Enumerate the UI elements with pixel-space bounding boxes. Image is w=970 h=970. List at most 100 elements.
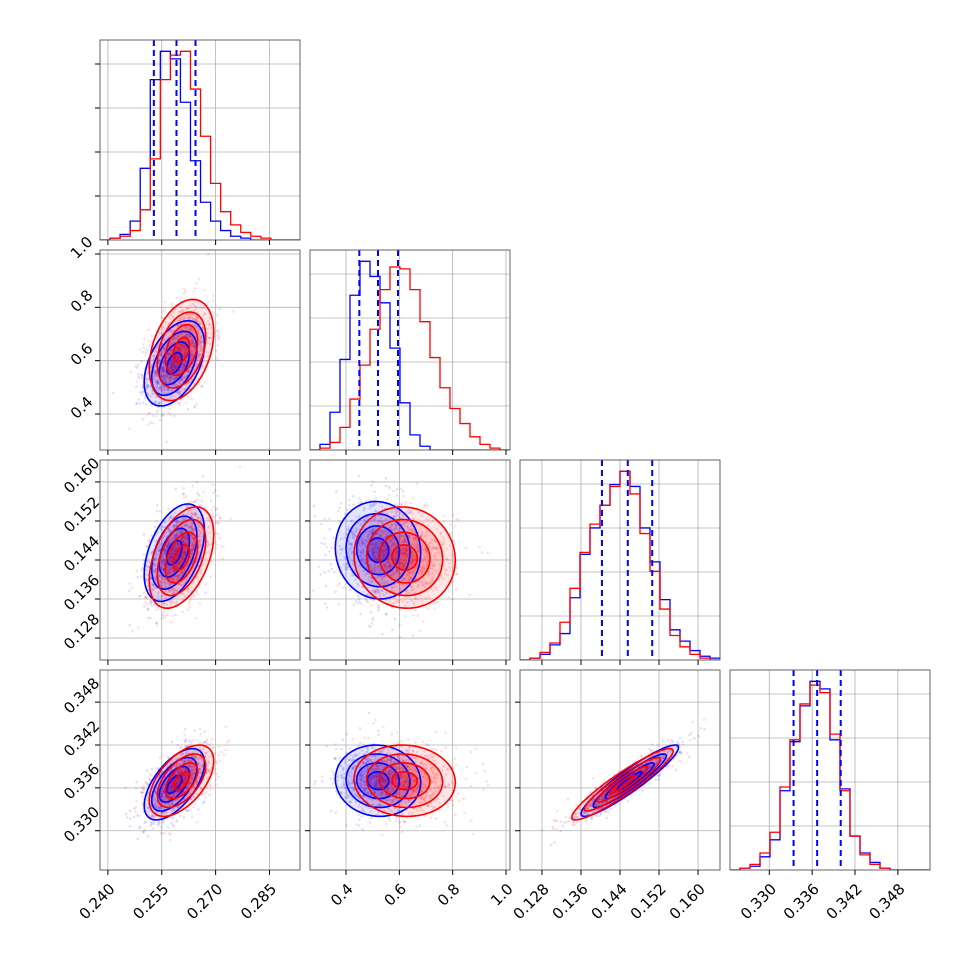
scatter-point [173, 575, 177, 578]
scatter-point [191, 302, 195, 306]
scatter-point [142, 784, 146, 788]
scatter-point [218, 517, 222, 520]
scatter-point [148, 344, 151, 347]
scatter-point [172, 569, 175, 572]
scatter-point [357, 597, 361, 600]
scatter-point [167, 388, 171, 392]
scatter-point [161, 559, 165, 562]
scatter-point [179, 305, 183, 309]
scatter-point [147, 539, 151, 543]
scatter-point [190, 549, 194, 552]
scatter-point [155, 621, 158, 625]
scatter-point [421, 620, 425, 623]
scatter-point [183, 545, 186, 548]
scatter-point [197, 525, 200, 528]
scatter-point [199, 342, 202, 346]
scatter-point [161, 368, 165, 372]
scatter-point [168, 560, 172, 564]
scatter-point [169, 602, 172, 606]
scatter-point [181, 492, 185, 496]
scatter-point [350, 571, 354, 575]
scatter-point [144, 402, 148, 406]
scatter-point [169, 578, 173, 581]
scatter-point [165, 544, 168, 548]
scatter-point [161, 560, 164, 564]
scatter-point [151, 414, 155, 418]
scatter-point [455, 566, 458, 569]
scatter-point [175, 562, 179, 565]
scatter-point [137, 377, 141, 380]
scatter-point [191, 544, 194, 548]
scatter-point [391, 628, 394, 632]
hist-panel-2 [519, 459, 721, 665]
scatter-point [155, 621, 159, 625]
scatter-point [176, 346, 180, 349]
scatter-point [217, 358, 220, 362]
scatter-point [401, 490, 405, 493]
scatter-point [320, 522, 323, 526]
scatter-point [392, 528, 396, 532]
scatter-point [164, 380, 168, 383]
scatter-point [382, 593, 386, 597]
scatter-point [404, 510, 408, 514]
scatter-point [206, 252, 210, 256]
scatter-point [147, 423, 150, 426]
scatter-point [351, 559, 354, 563]
scatter-point [377, 521, 381, 525]
hist-panel-0 [95, 39, 301, 245]
scatter-point [180, 553, 184, 557]
scatter-point [144, 601, 148, 604]
scatter-point [154, 519, 158, 523]
scatter-point [137, 398, 141, 401]
scatter-point [201, 347, 204, 351]
scatter-point [422, 504, 426, 508]
scatter-point [150, 341, 153, 344]
scatter-point [169, 396, 172, 400]
scatter-point [168, 380, 172, 384]
scatter-point [170, 349, 174, 352]
scatter-point [157, 358, 161, 361]
scatter-point [176, 319, 180, 323]
scatter-point [197, 808, 200, 811]
scatter-point [182, 361, 185, 365]
scatter-point [165, 603, 168, 607]
scatter-point [349, 547, 352, 550]
scatter-point [358, 599, 361, 603]
scatter-point [163, 596, 167, 600]
scatter-point [172, 588, 176, 592]
scatter-point [172, 545, 176, 548]
scatter-point [153, 575, 157, 578]
scatter-point [173, 570, 176, 573]
scatter-point [177, 334, 180, 338]
scatter-point [178, 358, 181, 362]
scatter-point [189, 304, 192, 308]
scatter-point [171, 369, 175, 372]
scatter-point [170, 370, 173, 374]
scatter-point [166, 545, 169, 549]
scatter-point [371, 550, 375, 553]
scatter-point [161, 567, 164, 570]
scatter-point [373, 554, 376, 558]
scatter-point [170, 740, 174, 744]
scatter-point [173, 575, 177, 579]
scatter-point [181, 556, 185, 560]
scatter-point [190, 537, 194, 541]
scatter-point [162, 374, 166, 378]
scatter-point [170, 821, 173, 825]
scatter-point [359, 501, 363, 505]
scatter-point [178, 560, 182, 564]
scatter-point [154, 567, 157, 570]
scatter-point [416, 614, 420, 617]
scatter-point [166, 581, 170, 585]
scatter-point [179, 556, 183, 559]
scatter-point [207, 525, 210, 528]
scatter-point [416, 549, 420, 553]
scatter-point [421, 570, 425, 573]
scatter-point [172, 571, 176, 574]
scatter-point [176, 532, 179, 535]
scatter-point [354, 578, 357, 581]
scatter-point [164, 345, 167, 348]
scatter-point [168, 557, 171, 561]
scatter-point [371, 598, 375, 602]
scatter-point [361, 537, 365, 541]
